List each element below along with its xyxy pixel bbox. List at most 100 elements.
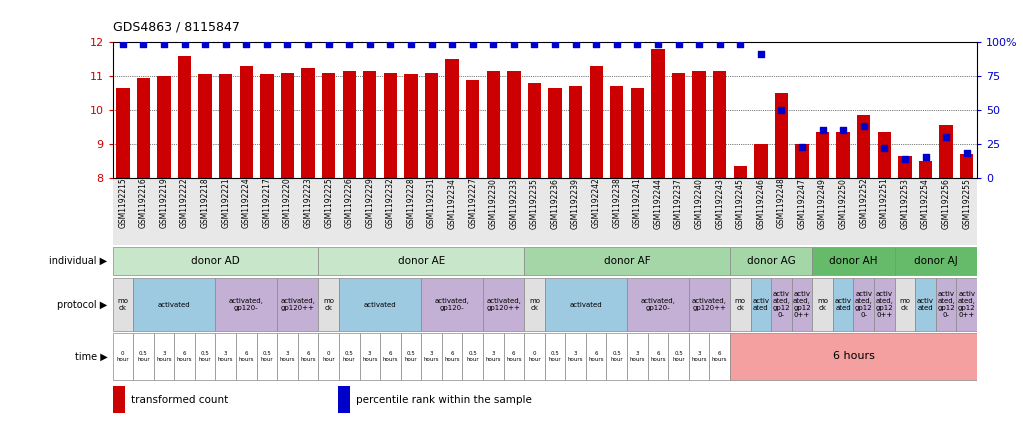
Point <box>361 40 377 47</box>
Text: 6
hours: 6 hours <box>651 351 666 362</box>
FancyBboxPatch shape <box>916 278 936 331</box>
Text: GSM1192250: GSM1192250 <box>839 178 848 228</box>
Bar <box>919 161 932 178</box>
Bar <box>795 144 809 178</box>
FancyBboxPatch shape <box>216 278 277 331</box>
Point <box>526 40 542 47</box>
FancyBboxPatch shape <box>194 333 216 380</box>
Text: GSM1192246: GSM1192246 <box>756 178 765 228</box>
Point <box>485 40 501 47</box>
Bar <box>260 74 273 178</box>
Text: GSM1192251: GSM1192251 <box>880 178 889 228</box>
Bar <box>466 80 480 178</box>
Text: GSM1192242: GSM1192242 <box>591 178 601 228</box>
Text: 0.5
hour: 0.5 hour <box>137 351 149 362</box>
FancyBboxPatch shape <box>421 278 483 331</box>
Text: activated,
gp120++: activated, gp120++ <box>280 298 315 311</box>
Bar <box>774 93 788 178</box>
Text: GSM1192218: GSM1192218 <box>201 178 210 228</box>
Text: GSM1192217: GSM1192217 <box>262 178 271 228</box>
Text: 3
hours: 3 hours <box>157 351 172 362</box>
Text: donor AF: donor AF <box>604 256 651 266</box>
FancyBboxPatch shape <box>566 333 586 380</box>
Text: mo
ck: mo ck <box>899 298 910 311</box>
Text: 0.5
hour: 0.5 hour <box>261 351 273 362</box>
Text: GSM1192252: GSM1192252 <box>859 178 869 228</box>
FancyBboxPatch shape <box>113 278 133 331</box>
Text: 6
hours: 6 hours <box>383 351 398 362</box>
Text: activ
ated: activ ated <box>917 298 934 311</box>
Text: GSM1192234: GSM1192234 <box>448 178 456 228</box>
FancyBboxPatch shape <box>257 333 277 380</box>
Text: mo
ck: mo ck <box>735 298 746 311</box>
Bar <box>878 132 891 178</box>
FancyBboxPatch shape <box>586 333 607 380</box>
Bar <box>528 83 541 178</box>
FancyBboxPatch shape <box>113 333 133 380</box>
Text: activated,
gp120-: activated, gp120- <box>640 298 675 311</box>
Bar <box>630 88 644 178</box>
Text: 6
hours: 6 hours <box>588 351 604 362</box>
Point <box>444 40 460 47</box>
FancyBboxPatch shape <box>874 278 895 331</box>
FancyBboxPatch shape <box>544 333 566 380</box>
Bar <box>816 132 830 178</box>
Bar <box>672 73 685 178</box>
Text: GSM1192236: GSM1192236 <box>550 178 560 228</box>
Point <box>238 40 255 47</box>
Text: GSM1192216: GSM1192216 <box>139 178 148 228</box>
Text: GSM1192245: GSM1192245 <box>736 178 745 228</box>
Bar <box>733 166 747 178</box>
Text: GSM1192248: GSM1192248 <box>776 178 786 228</box>
Text: activ
ated,
gp12
0++: activ ated, gp12 0++ <box>958 291 976 318</box>
Point <box>464 40 481 47</box>
Text: activated,
gp120++: activated, gp120++ <box>486 298 521 311</box>
Text: transformed count: transformed count <box>131 395 228 405</box>
Text: activated: activated <box>570 302 603 308</box>
Text: 3
hours: 3 hours <box>279 351 296 362</box>
FancyBboxPatch shape <box>236 333 257 380</box>
FancyBboxPatch shape <box>688 278 730 331</box>
Text: 6
hours: 6 hours <box>712 351 727 362</box>
Text: activated: activated <box>158 302 190 308</box>
Text: GSM1192247: GSM1192247 <box>798 178 806 228</box>
Bar <box>569 86 582 178</box>
Bar <box>425 73 438 178</box>
Text: GSM1192255: GSM1192255 <box>963 178 971 228</box>
Text: 6 hours: 6 hours <box>833 352 875 361</box>
Text: individual ▶: individual ▶ <box>49 256 107 266</box>
FancyBboxPatch shape <box>318 247 524 275</box>
Bar <box>939 125 952 178</box>
Text: 6
hours: 6 hours <box>177 351 192 362</box>
Bar <box>487 71 500 178</box>
Text: GSM1192225: GSM1192225 <box>324 178 333 228</box>
FancyBboxPatch shape <box>648 333 668 380</box>
FancyBboxPatch shape <box>730 278 751 331</box>
Bar <box>384 73 397 178</box>
Point <box>135 40 151 47</box>
Point <box>918 154 934 161</box>
FancyBboxPatch shape <box>627 278 688 331</box>
FancyBboxPatch shape <box>709 333 730 380</box>
Text: GSM1192256: GSM1192256 <box>941 178 950 228</box>
Bar <box>338 387 350 413</box>
FancyBboxPatch shape <box>544 278 627 331</box>
FancyBboxPatch shape <box>627 333 648 380</box>
FancyBboxPatch shape <box>381 333 401 380</box>
FancyBboxPatch shape <box>277 278 318 331</box>
Bar <box>445 59 459 178</box>
Bar <box>219 74 232 178</box>
Bar <box>343 71 356 178</box>
FancyBboxPatch shape <box>524 278 544 331</box>
Bar <box>898 156 911 178</box>
FancyBboxPatch shape <box>483 278 524 331</box>
FancyBboxPatch shape <box>339 333 359 380</box>
Text: activ
ated,
gp12
0-: activ ated, gp12 0- <box>937 291 955 318</box>
FancyBboxPatch shape <box>524 333 544 380</box>
Text: GSM1192253: GSM1192253 <box>900 178 909 228</box>
Text: GSM1192249: GSM1192249 <box>818 178 828 228</box>
FancyBboxPatch shape <box>833 278 853 331</box>
Point <box>732 40 749 47</box>
Bar <box>754 144 767 178</box>
Text: 0
hour: 0 hour <box>117 351 129 362</box>
